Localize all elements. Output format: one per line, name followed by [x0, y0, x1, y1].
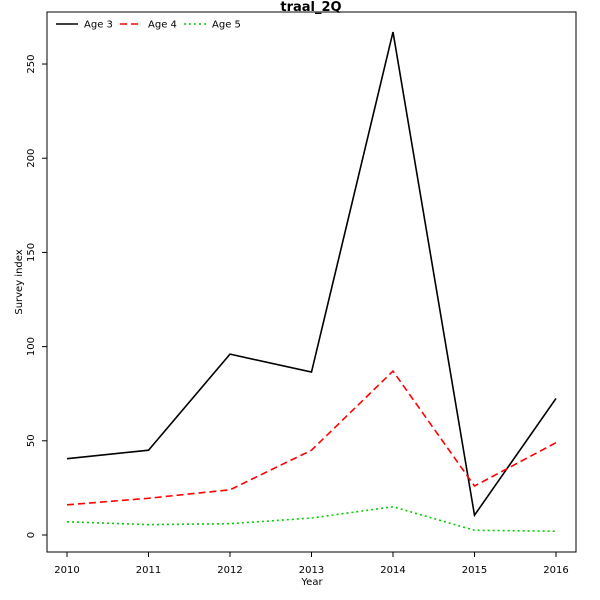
y-tick-label: 100 [26, 337, 37, 356]
legend-label: Age 4 [148, 20, 177, 31]
series-line-age-5 [66, 505, 557, 533]
y-tick-label: 50 [26, 434, 37, 447]
x-axis: 2010 2011 2012 2013 2014 2015 2016 [54, 552, 569, 576]
y-tick-label: 150 [26, 243, 37, 262]
series-lines [66, 31, 557, 533]
x-tick-label: 2011 [136, 565, 161, 576]
y-tick-label: 250 [26, 54, 37, 73]
x-axis-label: Year [300, 577, 323, 588]
legend: Age 3 Age 4 Age 5 [56, 20, 241, 31]
series-line-age-3 [66, 31, 557, 518]
y-tick-label: 0 [26, 532, 37, 538]
x-tick-label: 2016 [543, 565, 568, 576]
chart-title: traal_2Q [280, 0, 341, 15]
y-axis-label: Survey index [14, 249, 25, 314]
legend-label: Age 3 [84, 20, 113, 31]
legend-label: Age 5 [212, 20, 241, 31]
x-tick-label: 2015 [462, 565, 487, 576]
y-tick-label: 200 [26, 149, 37, 168]
x-tick-label: 2014 [380, 565, 405, 576]
series-line-age-4 [66, 369, 557, 506]
y-axis: 0 50 100 150 200 250 [26, 54, 47, 538]
x-tick-label: 2012 [217, 565, 242, 576]
x-tick-label: 2010 [54, 565, 79, 576]
plot-border [46, 11, 577, 553]
x-tick-label: 2013 [299, 565, 324, 576]
